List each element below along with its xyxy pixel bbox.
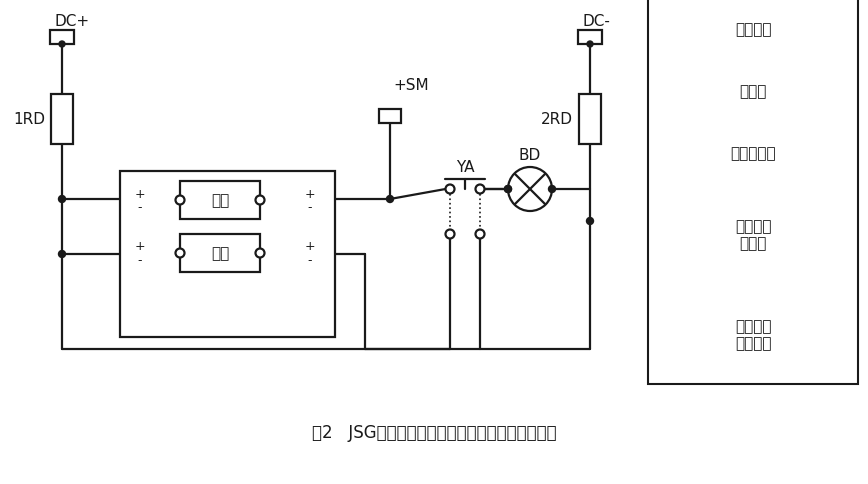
Bar [180, 235, 260, 272]
Text: +: + [305, 187, 315, 200]
Circle shape [255, 249, 265, 258]
Text: -: - [308, 201, 312, 214]
Text: 闪光小母线: 闪光小母线 [730, 146, 776, 161]
Text: DC-: DC- [582, 15, 610, 30]
Text: DC+: DC+ [54, 15, 89, 30]
Text: 图2   JSG系列静态闪光继电器应用外部接线参考图: 图2 JSG系列静态闪光继电器应用外部接线参考图 [312, 423, 556, 441]
Circle shape [504, 186, 511, 193]
Circle shape [175, 196, 185, 205]
Circle shape [587, 42, 593, 48]
Circle shape [58, 196, 65, 203]
Text: -: - [308, 254, 312, 267]
Bar [180, 182, 260, 220]
Circle shape [255, 196, 265, 205]
Text: YA: YA [456, 160, 474, 175]
Text: +: + [305, 240, 315, 253]
Text: +SM: +SM [393, 77, 429, 92]
Text: 电源: 电源 [211, 246, 229, 261]
Circle shape [175, 249, 185, 258]
Bar [120, 172, 335, 337]
Circle shape [59, 42, 65, 48]
Bar [648, 0, 858, 384]
Text: 熔断器: 熔断器 [740, 84, 766, 99]
Text: 直流母线: 直流母线 [734, 22, 772, 37]
Bar [578, 31, 602, 45]
Bar [51, 95, 73, 145]
Text: -: - [138, 201, 142, 214]
Text: -: - [138, 254, 142, 267]
Text: 启动: 启动 [211, 193, 229, 208]
Circle shape [476, 185, 484, 194]
Text: 1RD: 1RD [13, 112, 45, 127]
Text: +: + [135, 240, 145, 253]
Circle shape [587, 218, 594, 225]
Bar [579, 95, 601, 145]
Text: 2RD: 2RD [541, 112, 573, 127]
Text: +: + [135, 187, 145, 200]
Circle shape [549, 186, 556, 193]
Bar [379, 110, 401, 124]
Circle shape [58, 251, 65, 258]
Circle shape [386, 196, 393, 203]
Circle shape [508, 167, 552, 212]
Text: BD: BD [519, 148, 541, 163]
Bar [50, 31, 74, 45]
Text: 静态闪光
断电器: 静态闪光 断电器 [734, 218, 772, 251]
Circle shape [504, 186, 511, 193]
Circle shape [445, 185, 455, 194]
Circle shape [445, 230, 455, 239]
Circle shape [476, 230, 484, 239]
Text: 试验按钮
及信号灯: 试验按钮 及信号灯 [734, 318, 772, 350]
